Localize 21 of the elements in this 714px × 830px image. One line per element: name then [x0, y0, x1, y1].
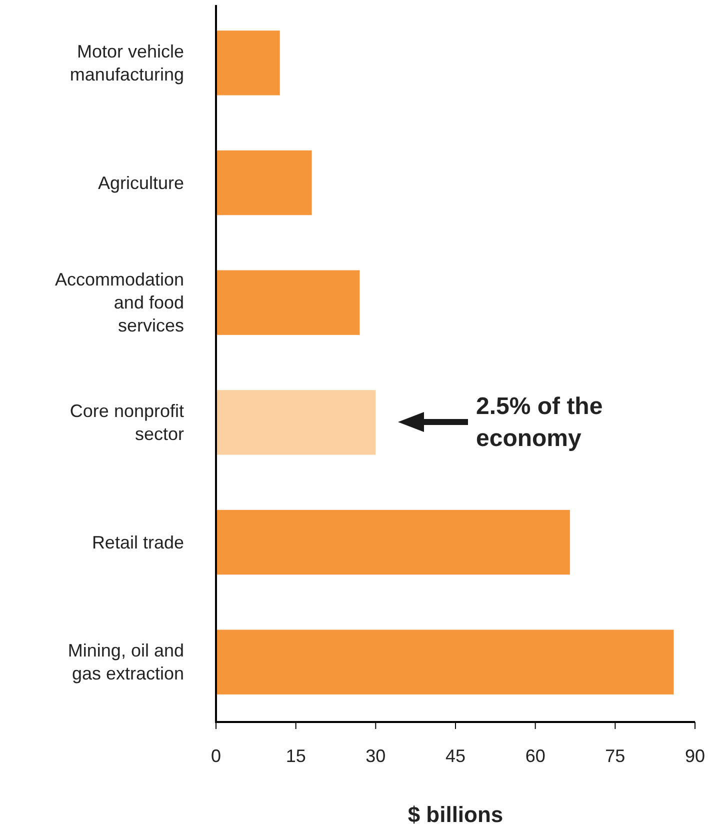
bar — [216, 30, 280, 96]
bar — [216, 390, 376, 455]
x-tick-label: 0 — [210, 746, 222, 766]
annotation: 2.5% of the economy — [476, 393, 603, 452]
x-tick-label: 15 — [286, 746, 306, 766]
y-tick-label: Accommodation and food services — [54, 270, 184, 336]
bar — [216, 150, 312, 216]
x-tick-label: 75 — [605, 746, 626, 766]
y-tick-label: Motor vehicle manufacturing — [70, 41, 184, 84]
x-axis-title: $ billions — [408, 802, 504, 827]
bar — [216, 270, 360, 335]
y-tick-label: Retail trade — [92, 532, 184, 552]
y-tick-label: Core nonprofit sector — [70, 400, 184, 444]
y-tick-label: Mining, oil and gas extraction — [68, 640, 184, 684]
x-tick-label: 45 — [445, 746, 466, 766]
x-tick-label: 60 — [525, 746, 546, 766]
y-tick-label: Agriculture — [98, 172, 184, 193]
x-tick-label: 30 — [366, 746, 386, 766]
bar — [216, 630, 674, 694]
x-tick-label: 90 — [684, 746, 706, 766]
bar — [216, 510, 570, 575]
